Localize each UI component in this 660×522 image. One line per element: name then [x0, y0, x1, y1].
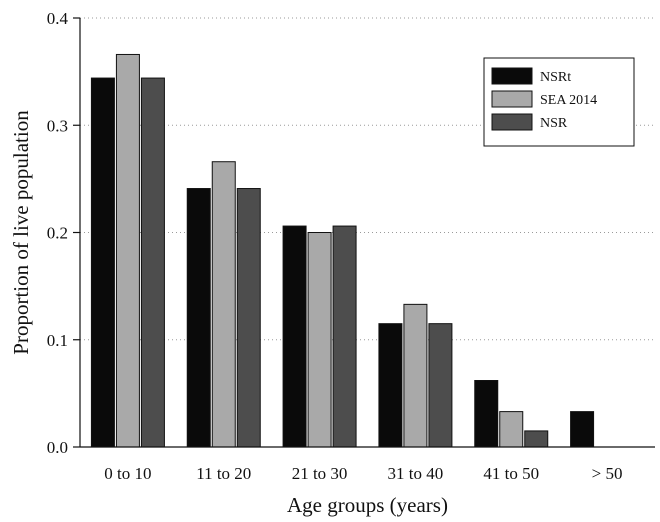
bar-nsr	[236, 188, 261, 448]
bar-sea-2014	[499, 411, 524, 448]
legend-swatch	[491, 113, 533, 131]
bars	[90, 53, 595, 448]
legend-label: NSRt	[540, 70, 571, 85]
bar-nsrt	[474, 380, 499, 448]
legend-swatch	[491, 67, 533, 85]
y-tick-label: 0.2	[47, 224, 68, 243]
legend-swatch	[491, 90, 533, 108]
y-tick-label: 0.3	[47, 116, 68, 135]
legend-label: NSR	[540, 116, 568, 131]
bar-nsr	[428, 323, 453, 448]
bar-nsrt	[90, 77, 115, 448]
axes: 0.0 0.1 0.2 0.3 0.4 0 to 10 11 to 20 21 to 30 31…	[47, 9, 655, 483]
x-tick-label: 21 to 30	[292, 464, 348, 483]
bar-sea-2014	[403, 303, 428, 448]
legend-label: SEA 2014	[540, 93, 597, 108]
x-tick-label: 41 to 50	[483, 464, 539, 483]
x-tick-label: 0 to 10	[104, 464, 151, 483]
legend: NSRt SEA 2014 NSR	[483, 57, 635, 147]
x-tick-label: > 50	[592, 464, 623, 483]
bar-sea-2014	[115, 53, 140, 448]
bar-nsrt	[570, 411, 595, 448]
bar-nsrt	[378, 323, 403, 448]
bar-nsrt	[186, 188, 211, 448]
bar-nsr	[332, 225, 357, 448]
bar-nsrt	[282, 225, 307, 448]
y-tick-label: 0.1	[47, 331, 68, 350]
x-tick-label: 31 to 40	[388, 464, 444, 483]
bar-sea-2014	[307, 232, 332, 448]
x-axis-title: Age groups (years)	[287, 493, 448, 517]
bar-nsr	[524, 430, 549, 448]
bar-nsr	[140, 77, 165, 448]
x-tick-label: 11 to 20	[196, 464, 251, 483]
y-tick-label: 0.0	[47, 438, 68, 457]
bar-sea-2014	[211, 161, 236, 448]
y-tick-label: 0.4	[47, 9, 69, 28]
y-axis-title: Proportion of live population	[9, 110, 33, 355]
